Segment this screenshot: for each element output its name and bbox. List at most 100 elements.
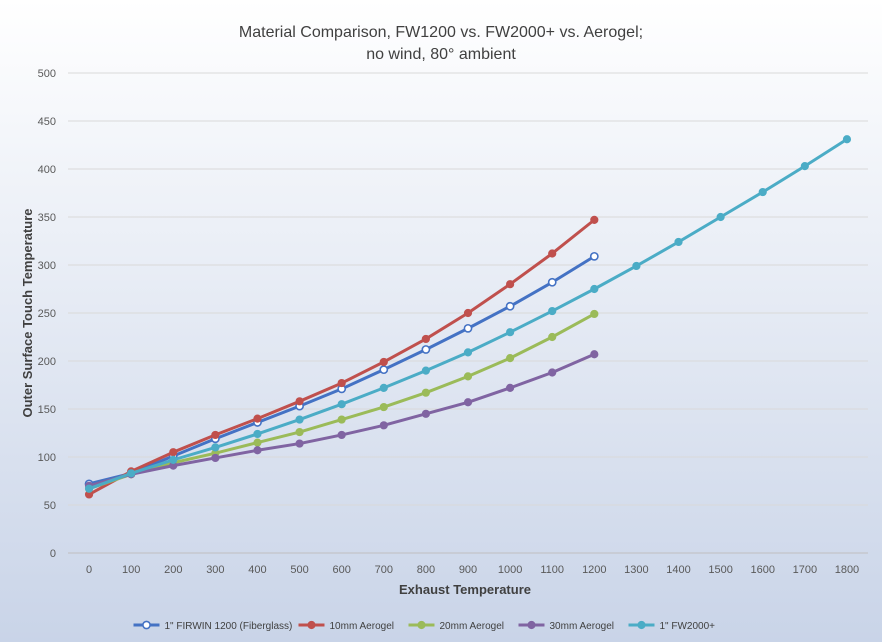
data-point [211,443,220,452]
y-tick-label: 150 [38,404,56,416]
data-point [84,484,94,493]
data-point [337,415,346,424]
data-point [674,237,683,247]
y-tick-label: 250 [38,308,56,320]
y-tick-label: 450 [38,116,56,128]
x-tick-labels: 0 100 200 300 400 500 600 700 800 900 1000 1100 1200… [86,564,859,576]
data-point [379,365,389,375]
chart-title-line-2: no wind, 80° ambient [366,46,516,63]
data-point [337,378,346,388]
data-point [548,249,557,258]
data-point [421,345,431,354]
data-point [463,323,473,333]
y-tick-label: 300 [38,260,56,272]
data-point [379,421,388,430]
data-point [211,430,220,440]
x-tick-label: 500 [290,564,308,576]
data-point [379,402,388,412]
x-tick-label: 300 [206,564,224,576]
legend-item: 30mm Aerogel [518,620,614,632]
data-point [506,280,515,289]
data-point [295,397,304,406]
data-point [337,430,346,440]
data-point [169,455,178,464]
x-axis-title: Exhaust Temperature [399,582,531,597]
legend-item: 1" FW2000+ [628,620,716,632]
y-tick-label: 350 [38,212,56,224]
data-point [295,439,304,448]
data-point [421,366,430,375]
legend-label: 10mm Aerogel [330,621,394,632]
data-point [169,448,178,457]
data-point [590,215,599,224]
legend-label: 1" FW2000+ [660,621,716,632]
x-tick-label: 1800 [835,564,859,576]
data-point [463,348,473,357]
legend-label: 20mm Aerogel [440,621,504,632]
data-point [463,372,473,381]
x-tick-label: 400 [248,564,266,576]
series-3 [84,350,599,490]
data-point [463,308,473,318]
x-tick-label: 1200 [582,564,606,576]
data-point [253,429,262,439]
x-tick-label: 1600 [750,564,774,576]
legend: 1" FIRWIN 1200 (Fiberglass) 10mm Aerogel 2… [133,620,716,632]
x-tick-label: 1700 [793,564,817,576]
y-tick-label: 0 [50,548,56,560]
x-tick-label: 0 [86,564,92,576]
data-point [590,350,599,359]
series-4 [84,135,852,493]
data-point [379,357,388,367]
data-point [127,469,136,478]
x-tick-label: 800 [417,564,435,576]
x-tick-label: 600 [333,564,351,576]
x-tick-label: 100 [122,564,140,576]
x-tick-label: 200 [164,564,182,576]
data-point [506,383,515,392]
y-tick-label: 400 [38,164,56,176]
legend-marker [142,620,151,630]
x-tick-label: 1100 [540,564,564,576]
data-point [800,162,809,171]
data-point [253,446,262,455]
data-point [632,261,641,271]
y-tick-label: 50 [44,500,56,512]
data-point [506,328,515,337]
x-tick-label: 1000 [498,564,522,576]
data-point [421,388,430,397]
data-point [211,453,220,463]
legend-marker [637,620,646,630]
legend-marker [417,620,426,630]
data-point [295,415,304,424]
y-tick-label: 100 [38,452,56,464]
x-tick-label: 900 [459,564,477,576]
data-point [505,301,515,311]
legend-label: 1" FIRWIN 1200 (Fiberglass) [165,621,293,632]
data-point [506,354,515,363]
legend-marker [307,620,316,630]
x-tick-label: 1500 [708,564,732,576]
legend-item: 20mm Aerogel [408,620,504,632]
data-point [421,334,430,344]
data-point [253,414,262,423]
x-tick-label: 700 [375,564,393,576]
series-1 [84,215,599,499]
x-tick-label: 1400 [666,564,690,576]
data-point [842,135,852,144]
chart-title-line-1: Material Comparison, FW1200 vs. FW2000+ … [239,24,643,41]
data-point [253,438,262,447]
legend-marker [527,620,536,630]
data-point [548,332,557,342]
data-point [590,284,599,294]
data-point [589,251,599,261]
y-tick-label: 500 [38,68,56,80]
legend-item: 10mm Aerogel [298,620,394,632]
data-point [337,400,346,409]
y-tick-label: 200 [38,356,56,368]
data-point [421,409,430,418]
data-point [379,383,388,392]
data-point [463,398,473,407]
